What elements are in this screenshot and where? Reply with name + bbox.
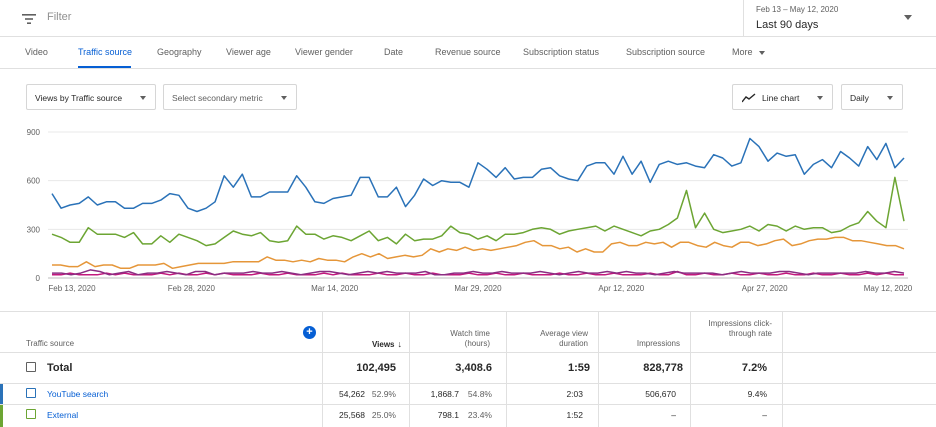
row-ctr: 9.4% [747,389,767,399]
row-divider [0,383,936,384]
row-avg-view-duration: 1:52 [566,410,583,420]
y-tick-label: 300 [27,225,41,234]
tab-subscription-status[interactable]: Subscription status [523,47,600,57]
row-watch-time: 798.1 [437,410,459,420]
x-tick-label: Apr 27, 2020 [742,284,788,293]
date-range-picker[interactable]: Feb 13 – May 12, 2020 Last 90 days [743,0,936,37]
total-ctr: 7.2% [741,362,767,374]
total-label: Total [47,362,73,374]
column-header-views[interactable]: Views ↓ [330,339,402,350]
x-tick-label: Mar 29, 2020 [454,284,502,293]
row-ctr: – [762,410,767,420]
add-metric-button[interactable]: + [303,326,316,339]
y-tick-label: 900 [27,128,41,137]
column-header-watch-time[interactable]: Watch time (hours) [450,329,490,348]
metric-dropdown-label: Views by Traffic source [35,93,123,103]
column-header-avg-view-duration[interactable]: Average view duration [540,329,588,348]
chevron-down-icon [758,50,765,55]
x-tick-label: Feb 28, 2020 [168,284,216,293]
series-line-3[interactable] [52,269,905,276]
total-checkbox[interactable] [26,362,36,372]
tab-bar: Video Traffic source Geography Viewer ag… [0,37,936,69]
column-header-ctr[interactable]: Impressions click-through rate [708,319,772,338]
column-divider [782,312,783,427]
y-tick-label: 0 [36,274,41,283]
row-impressions: – [671,410,676,420]
x-tick-label: Apr 12, 2020 [598,284,644,293]
chevron-down-icon [904,15,912,20]
tab-video[interactable]: Video [25,47,48,57]
tab-traffic-source[interactable]: Traffic source [78,47,133,57]
row-checkbox[interactable] [26,388,36,398]
y-tick-label: 600 [27,177,41,186]
row-divider [0,352,936,353]
secondary-metric-label: Select secondary metric [172,93,263,103]
filter-icon[interactable] [22,13,36,25]
total-avg-view-duration: 1:59 [567,362,590,374]
column-divider [322,312,323,427]
row-views: 54,262 [339,389,365,399]
row-divider [0,404,936,405]
tab-viewer-gender[interactable]: Viewer gender [295,47,353,57]
row-views: 25,568 [339,410,365,420]
total-views: 102,495 [356,362,396,374]
column-divider [598,312,599,427]
metric-dropdown[interactable]: Views by Traffic source [26,84,156,110]
active-tab-indicator [78,66,131,68]
line-chart-icon [742,93,756,103]
row-avg-view-duration: 2:03 [566,389,583,399]
series-color-bar [0,405,3,427]
x-tick-label: Feb 13, 2020 [48,284,96,293]
column-header-impressions[interactable]: Impressions [636,339,680,348]
series-line-2[interactable] [52,236,905,270]
column-divider [409,312,410,427]
column-header-views-label: Views [371,340,395,349]
chevron-down-icon [281,96,287,100]
sort-arrow-icon: ↓ [397,339,403,349]
row-label-youtube-search[interactable]: YouTube search [47,389,109,399]
total-impressions: 828,778 [643,362,683,374]
tab-viewer-age[interactable]: Viewer age [226,47,271,57]
date-preset-text: Last 90 days [756,19,819,31]
date-range-text: Feb 13 – May 12, 2020 [756,5,839,14]
row-views-pct: 52.9% [371,389,396,399]
secondary-metric-dropdown[interactable]: Select secondary metric [163,84,297,110]
row-label-external[interactable]: External [47,410,79,420]
interval-dropdown[interactable]: Daily [841,84,903,110]
row-watch-pct: 23.4% [467,410,492,420]
tab-subscription-source[interactable]: Subscription source [626,47,706,57]
series-line-1[interactable] [51,176,905,247]
row-watch-time: 1,868.7 [430,389,459,399]
filter-input[interactable]: Filter [47,11,72,23]
tab-revenue-source[interactable]: Revenue source [435,47,501,57]
total-watch-time: 3,408.6 [455,362,492,374]
row-views-pct: 25.0% [371,410,396,420]
column-divider [690,312,691,427]
x-tick-label: Mar 14, 2020 [311,284,359,293]
chart-type-label: Line chart [762,93,800,103]
chart-type-dropdown[interactable]: Line chart [732,84,833,110]
tab-geography[interactable]: Geography [157,47,202,57]
chevron-down-icon [140,96,146,100]
series-color-bar [0,384,3,404]
interval-label: Daily [850,93,869,103]
x-tick-label: May 12, 2020 [864,284,913,293]
column-header-source: Traffic source [26,339,75,348]
traffic-source-table: Traffic source + Views ↓ Watch time (hour… [0,311,936,427]
top-bar: Filter Feb 13 – May 12, 2020 Last 90 day… [0,0,936,37]
tab-more-label: More [732,47,753,57]
row-impressions: 506,670 [645,389,676,399]
chevron-down-icon [817,96,823,100]
series-line-0[interactable] [51,137,905,213]
chevron-down-icon [887,96,893,100]
line-chart: 0 300 600 900 Feb 13, 2020 Feb 28, 2020 Mar 14… [27,128,913,293]
row-checkbox[interactable] [26,409,36,419]
column-divider [506,312,507,427]
tab-more[interactable]: More [732,47,765,57]
tab-date[interactable]: Date [384,47,404,57]
row-watch-pct: 54.8% [467,389,492,399]
